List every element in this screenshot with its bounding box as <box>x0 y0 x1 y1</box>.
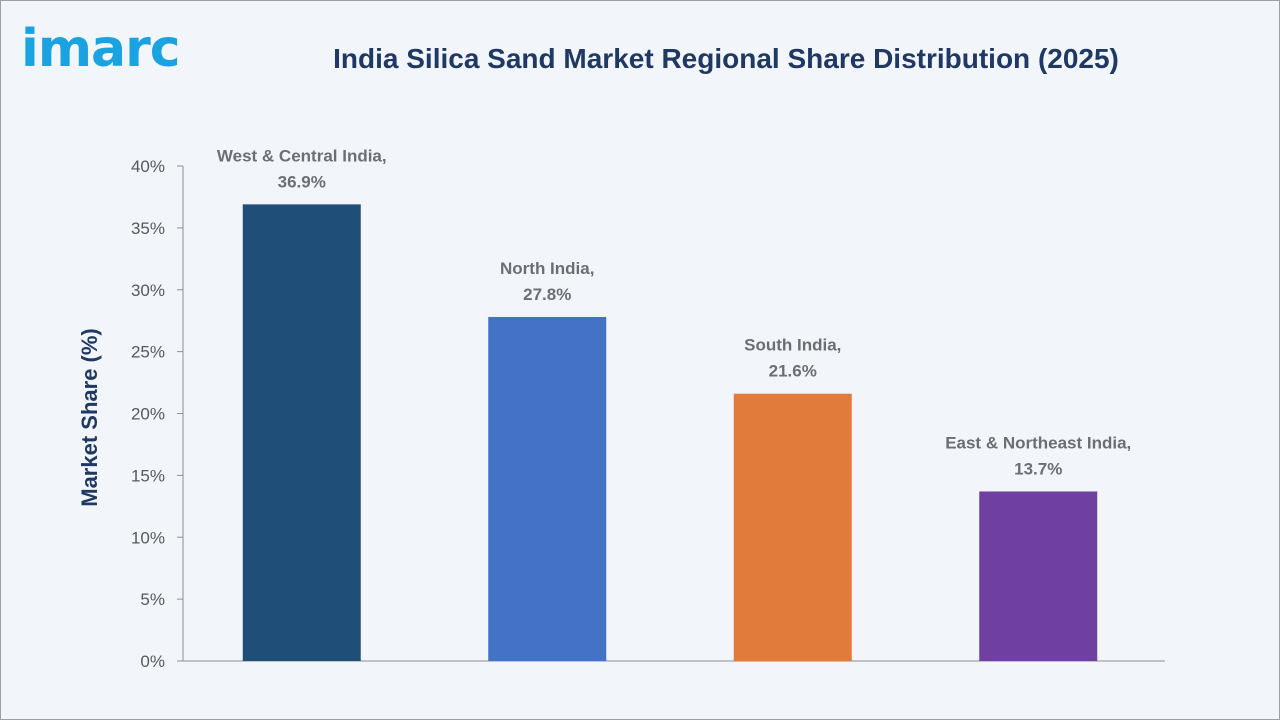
y-tick-label: 0% <box>140 652 165 671</box>
bar-category-label: West & Central India, <box>217 146 387 165</box>
y-tick-label: 5% <box>140 590 165 609</box>
y-tick-label: 10% <box>131 528 165 547</box>
y-tick-label: 40% <box>131 157 165 176</box>
bar <box>242 204 361 662</box>
bar-value-label: 36.9% <box>278 172 326 191</box>
bar-value-label: 27.8% <box>523 285 571 304</box>
bar-category-label: East & Northeast India, <box>945 433 1131 452</box>
y-tick-label: 15% <box>131 466 165 485</box>
bar-value-label: 21.6% <box>769 362 817 381</box>
bar <box>979 491 1098 661</box>
bar-value-label: 13.7% <box>1014 459 1062 478</box>
bar <box>488 316 607 661</box>
chart-title: India Silica Sand Market Regional Share … <box>333 43 1119 74</box>
bar <box>733 393 852 661</box>
y-tick-label: 30% <box>131 281 165 300</box>
bar-category-label: South India, <box>744 336 841 355</box>
bar-category-label: North India, <box>500 259 594 278</box>
y-tick-label: 25% <box>131 343 165 362</box>
y-tick-label: 35% <box>131 219 165 238</box>
y-axis-title: Market Share (%) <box>77 328 102 507</box>
imarc-logo: imarc <box>21 19 181 79</box>
y-tick-label: 20% <box>131 405 165 424</box>
